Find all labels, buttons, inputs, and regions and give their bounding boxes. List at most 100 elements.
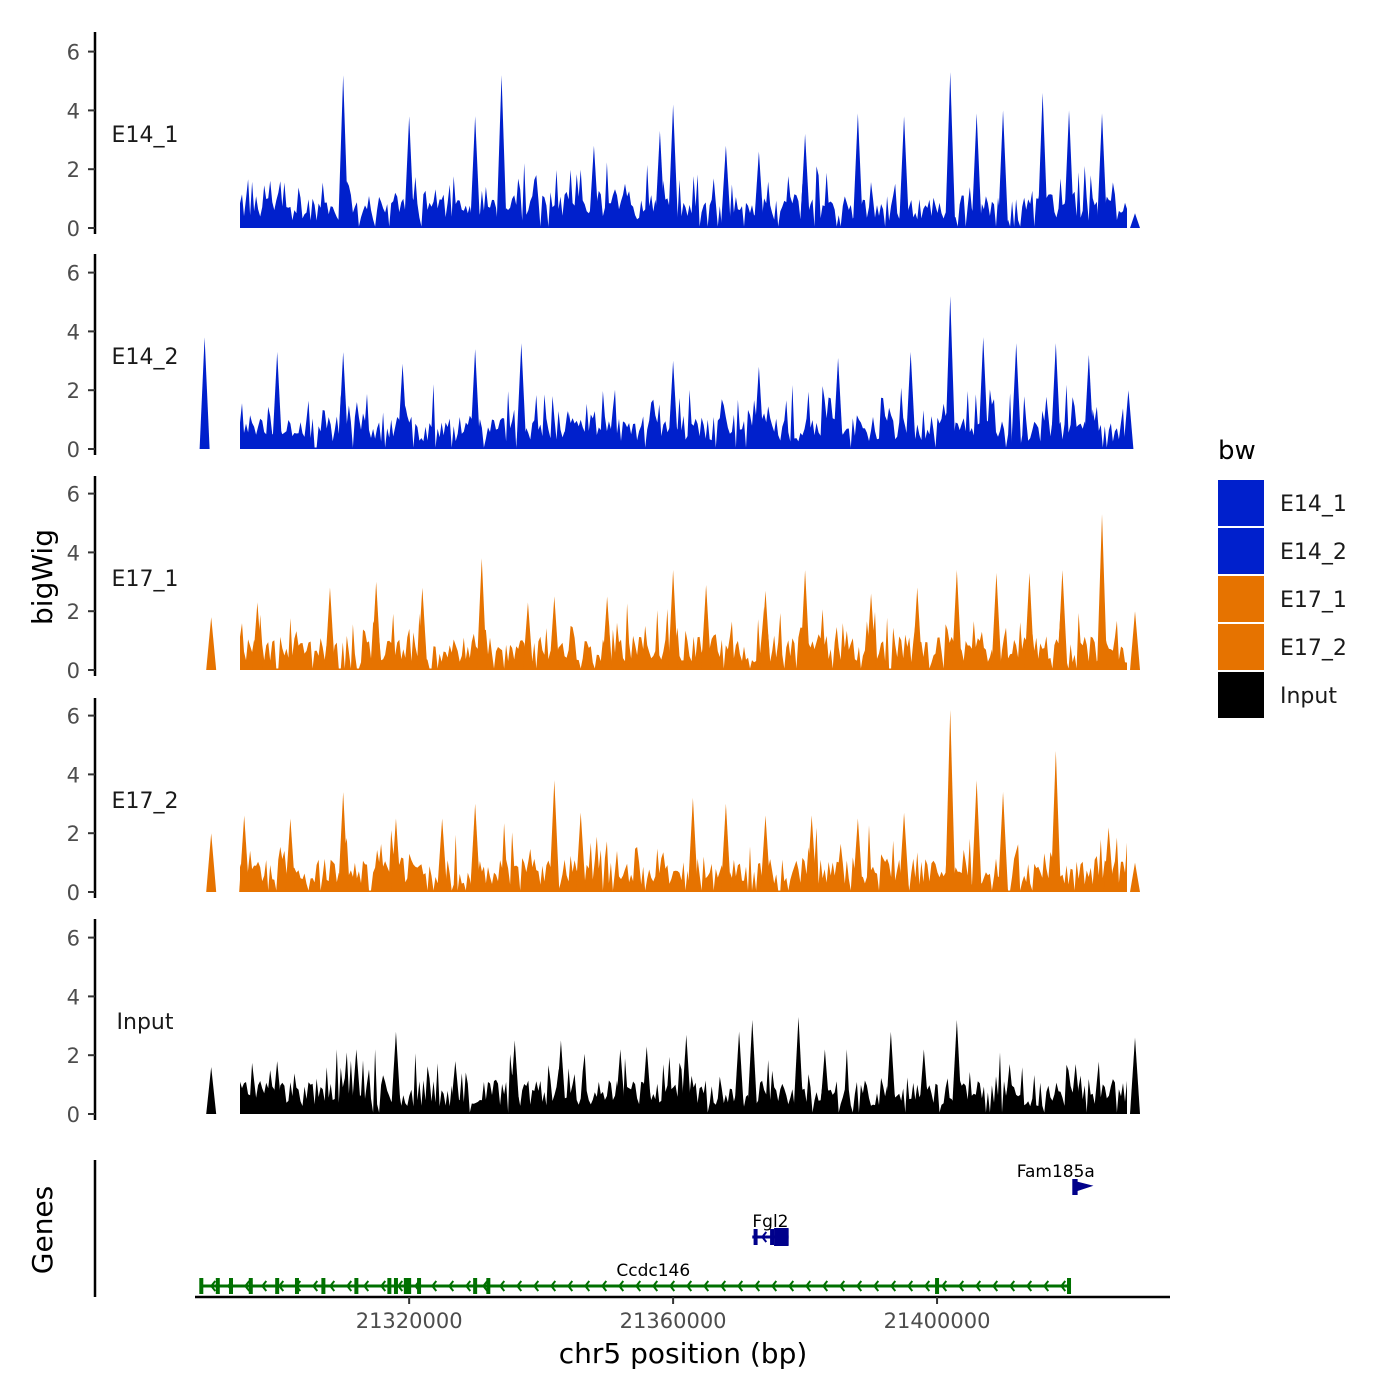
- peak-mark: [833, 357, 844, 449]
- peak-mark: [753, 151, 764, 228]
- peak-mark: [866, 593, 877, 670]
- strand-arrow: [890, 1280, 897, 1292]
- peak-mark: [978, 337, 989, 449]
- tss-mark: [1072, 1179, 1094, 1195]
- y-tick-label: 0: [67, 217, 80, 241]
- peak-mark: [470, 116, 481, 228]
- peak-mark: [945, 72, 956, 229]
- y-tick-label: 2: [67, 600, 80, 624]
- peak-mark: [734, 1031, 745, 1114]
- strand-arrow: [737, 1280, 744, 1292]
- exon: [294, 1278, 299, 1294]
- peak-mark: [417, 587, 428, 670]
- strand-arrow: [822, 1280, 829, 1292]
- peak-mark: [1070, 1064, 1081, 1114]
- peak-mark: [588, 145, 599, 228]
- exon: [935, 1278, 940, 1294]
- strand-arrow: [550, 1280, 557, 1292]
- peak-mark: [239, 815, 250, 892]
- strand-arrow: [703, 1280, 710, 1292]
- coverage-area-Input: [240, 1049, 1127, 1114]
- peak-mark: [951, 570, 962, 670]
- exon: [354, 1278, 359, 1294]
- peak-mark: [252, 602, 263, 670]
- peak-mark: [1050, 343, 1061, 449]
- peak-mark: [324, 587, 335, 670]
- peak-mark: [753, 366, 764, 449]
- y-tick-label: 6: [67, 705, 80, 729]
- gene-label-Fam185a: Fam185a: [1017, 1162, 1095, 1182]
- strand-arrow: [329, 1280, 336, 1292]
- exon: [321, 1278, 326, 1294]
- peak-mark: [760, 590, 771, 670]
- y-tick-label: 4: [67, 99, 80, 123]
- peak-mark: [450, 1061, 461, 1114]
- peak-mark: [404, 116, 415, 228]
- y-tick-label: 0: [67, 438, 80, 462]
- x-tick-label: 21360000: [620, 1309, 727, 1333]
- strand-arrow: [635, 1280, 642, 1292]
- exon: [403, 1278, 408, 1294]
- peak-mark: [1097, 514, 1108, 670]
- peak-mark: [615, 1049, 626, 1114]
- strand-arrow: [805, 1280, 812, 1292]
- peak-mark: [852, 818, 863, 892]
- peak-mark: [747, 1019, 758, 1114]
- peak-mark: [1130, 862, 1141, 892]
- gene-Ccdc146: Ccdc146: [199, 1261, 1072, 1294]
- legend-label-E17_1: E17_1: [1280, 588, 1347, 613]
- peak-mark: [1064, 110, 1075, 228]
- strand-arrow: [975, 1280, 982, 1292]
- strand-arrow: [244, 1280, 251, 1292]
- legend-label-E17_2: E17_2: [1280, 636, 1347, 661]
- peak-mark: [338, 351, 349, 449]
- x-tick-label: 21320000: [356, 1309, 463, 1333]
- peak-mark: [390, 1031, 401, 1114]
- gene-label-Fgl2: Fgl2: [752, 1212, 788, 1232]
- peak-mark: [1057, 570, 1068, 670]
- x-axis-title: chr5 position (bp): [559, 1337, 808, 1370]
- genes-axis-title: Genes: [26, 1186, 59, 1274]
- y-tick-label: 4: [67, 541, 80, 565]
- y-tick-label: 6: [67, 483, 80, 507]
- strand-arrow: [839, 1280, 846, 1292]
- exon: [393, 1278, 398, 1294]
- peak-mark: [509, 1040, 520, 1114]
- strand-arrow: [1026, 1280, 1033, 1292]
- legend-label-E14_2: E14_2: [1280, 540, 1347, 565]
- strand-arrow: [278, 1280, 285, 1292]
- peak-mark: [555, 1040, 566, 1114]
- peak-mark: [371, 581, 382, 670]
- legend-swatch-E17_1: [1218, 576, 1264, 622]
- y-tick-label: 0: [67, 881, 80, 905]
- strand-arrow: [431, 1280, 438, 1292]
- strand-arrow: [941, 1280, 948, 1292]
- strand-arrow: [312, 1280, 319, 1292]
- strand-arrow: [652, 1280, 659, 1292]
- y-tick-label: 6: [67, 927, 80, 951]
- track-label-E17_2: E17_2: [112, 789, 179, 814]
- peak-mark: [338, 75, 349, 229]
- peak-mark: [272, 351, 283, 449]
- peak-mark: [1130, 213, 1141, 228]
- peak-mark: [720, 145, 731, 228]
- legend-label-Input: Input: [1280, 684, 1337, 709]
- strand-arrow: [761, 1231, 768, 1243]
- strand-arrow: [465, 1280, 472, 1292]
- y-tick-label: 2: [67, 1044, 80, 1068]
- strand-arrow: [601, 1280, 608, 1292]
- peak-mark: [991, 572, 1002, 670]
- peak-mark: [1097, 113, 1108, 228]
- strand-arrow: [1009, 1280, 1016, 1292]
- peak-mark: [945, 296, 956, 449]
- exon: [473, 1278, 478, 1294]
- peak-mark: [701, 584, 712, 670]
- peak-mark: [522, 602, 533, 670]
- peak-mark: [905, 351, 916, 449]
- peak-mark: [668, 360, 679, 449]
- legend: bw E14_1 E14_2 E17_1 E17_2 Input: [1218, 436, 1347, 718]
- y-tick-label: 4: [67, 763, 80, 787]
- peak-mark: [800, 133, 811, 228]
- track-panel-E17_1: 0 2 4 6 E17_1: [67, 476, 1141, 683]
- peak-mark: [852, 113, 863, 228]
